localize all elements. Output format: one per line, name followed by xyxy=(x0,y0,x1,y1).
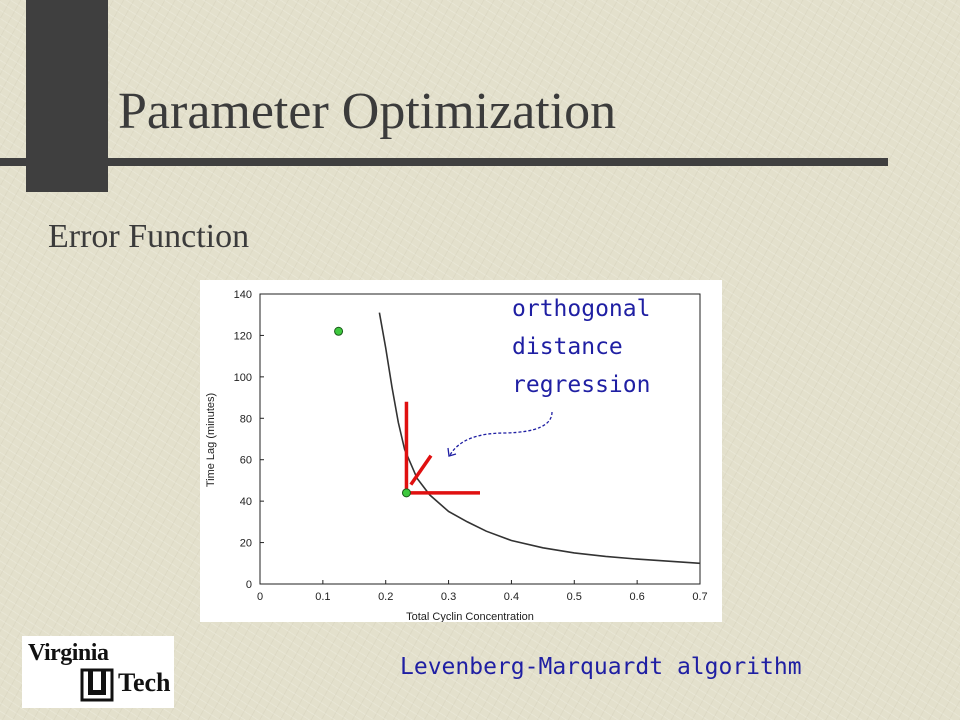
y-tick-label: 80 xyxy=(240,413,252,425)
logo-mark-icon xyxy=(80,668,114,702)
residual-orthogonal xyxy=(409,454,433,486)
y-axis-label: Time Lag (minutes) xyxy=(205,393,217,487)
y-tick-label: 60 xyxy=(240,455,252,467)
x-tick-label: 0.5 xyxy=(567,591,582,603)
x-tick-label: 0.2 xyxy=(378,591,393,603)
odr-annotation: orthogonal distance regression xyxy=(512,296,651,398)
logo-line-1: Virginia xyxy=(28,640,109,666)
x-tick-label: 0.3 xyxy=(441,591,456,603)
data-point xyxy=(401,488,411,498)
data-point xyxy=(334,326,344,336)
section-subtitle: Error Function xyxy=(48,218,250,255)
x-tick-label: 0 xyxy=(257,591,263,603)
page-title: Parameter Optimization xyxy=(118,83,617,140)
y-tick-label: 120 xyxy=(234,330,252,342)
y-tick-label: 100 xyxy=(234,372,252,384)
x-axis-label: Total Cyclin Concentration xyxy=(406,611,534,622)
plot-frame xyxy=(259,293,701,585)
x-tick-label: 0.1 xyxy=(315,591,330,603)
algorithm-caption: Levenberg-Marquardt algorithm xyxy=(400,654,802,680)
virginia-tech-logo: Virginia Tech xyxy=(22,636,174,708)
fitted-curve xyxy=(378,312,701,565)
x-tick-label: 0.4 xyxy=(504,591,519,603)
y-tick-label: 140 xyxy=(234,289,252,301)
x-tick-label: 0.6 xyxy=(629,591,644,603)
x-tick-label: 0.7 xyxy=(692,591,707,603)
error-function-chart: 0 0.1 0.2 0.3 0.4 0.5 0.6 0.7 0 20 40 60 80 100 120 140… xyxy=(205,289,708,622)
y-tick-label: 0 xyxy=(246,579,252,591)
logo-line-2: Tech xyxy=(118,668,171,697)
y-tick-label: 40 xyxy=(240,496,252,508)
y-tick-label: 20 xyxy=(240,538,252,550)
accent-bar-horizontal xyxy=(0,158,888,166)
